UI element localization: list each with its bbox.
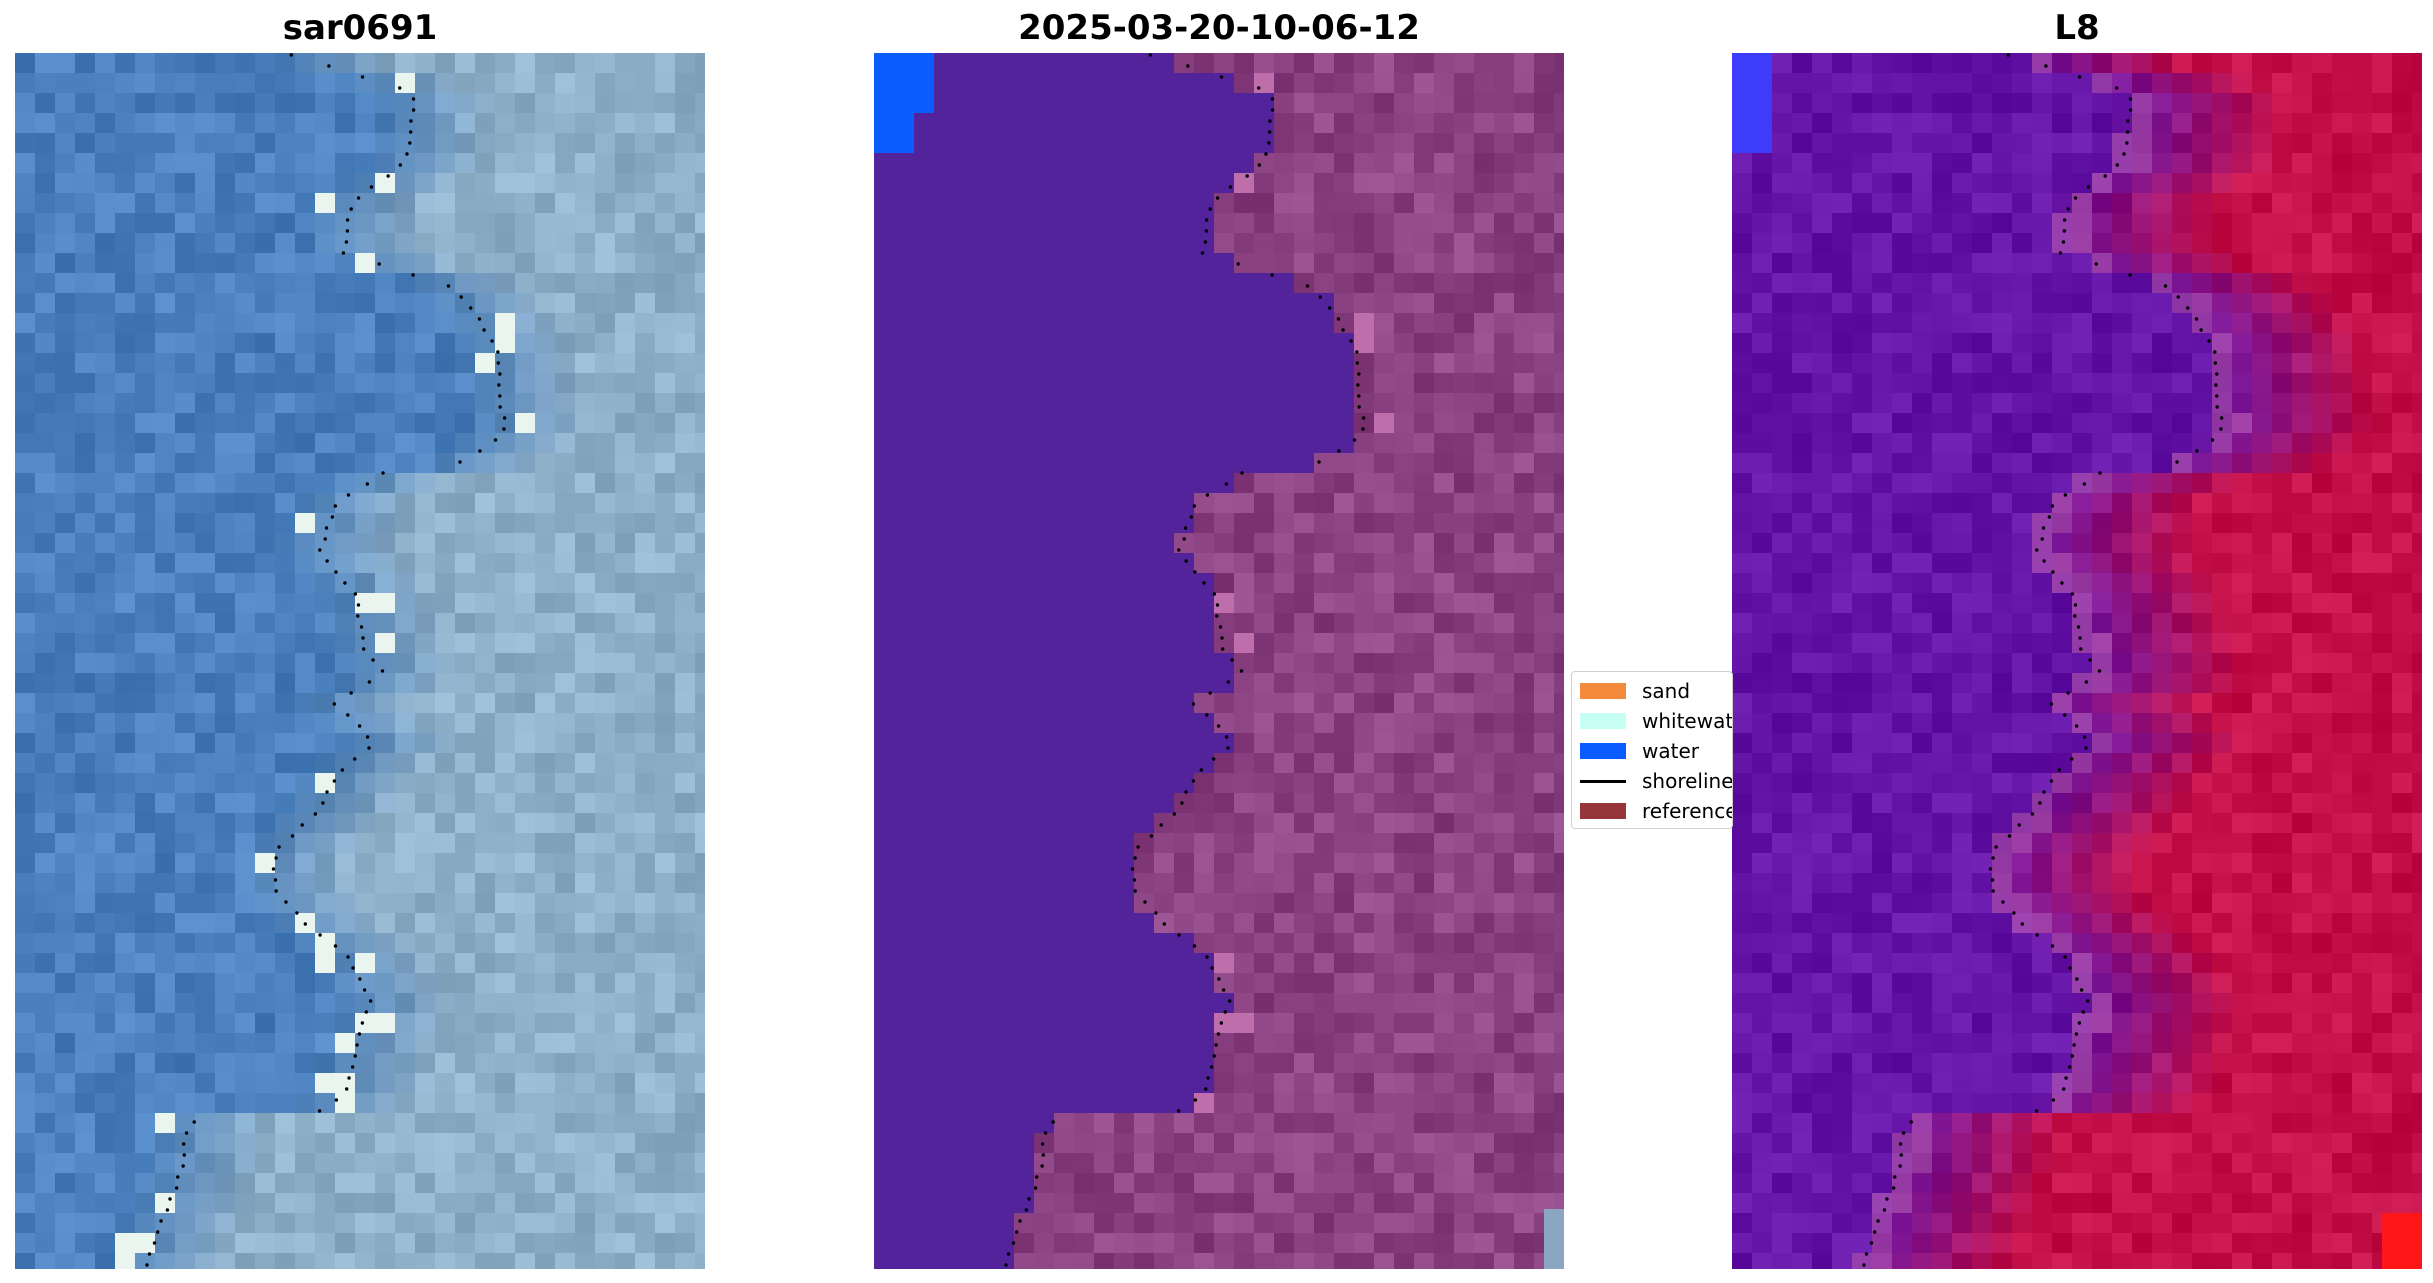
legend-swatch-whitewater	[1580, 713, 1626, 729]
legend-swatch-sand	[1580, 683, 1626, 699]
edge-patch	[1544, 1209, 1564, 1269]
legend-item-whitewater: whitewat	[1580, 708, 1733, 734]
panel-title: L8	[2054, 8, 2100, 48]
legend-label: reference	[1642, 799, 1733, 823]
panel-title: 2025-03-20-10-06-12	[1018, 8, 1420, 48]
panel-rgb: sar0691	[15, 0, 705, 1283]
legend-item-water: water	[1580, 738, 1699, 764]
shoreline-dots	[1004, 53, 1366, 1267]
panel-classified: 2025-03-20-10-06-12	[874, 0, 1564, 1283]
pixel-grid	[15, 53, 705, 1269]
shoreline-dots	[145, 53, 507, 1267]
legend-item-shoreline: shoreline	[1580, 768, 1733, 794]
panel-title: sar0691	[282, 8, 438, 48]
classified-image	[874, 53, 1564, 1269]
legend-item-sand: sand	[1580, 678, 1690, 704]
legend-label: shoreline	[1642, 769, 1733, 793]
pixel-grid	[1732, 53, 2422, 1269]
legend-swatch-reference	[1580, 803, 1626, 819]
legend-swatch-water	[1580, 743, 1626, 759]
legend-line-shoreline	[1580, 779, 1626, 783]
panel-index: L8	[1732, 0, 2422, 1283]
legend-item-reference: reference	[1580, 798, 1733, 824]
satellite-image-rgb	[15, 53, 705, 1269]
shoreline-dots	[1862, 53, 2224, 1267]
legend-label: whitewat	[1642, 709, 1733, 733]
edge-patch	[2382, 1213, 2422, 1269]
index-image	[1732, 53, 2422, 1269]
pixel-grid	[874, 53, 1564, 1269]
legend: sand whitewat water shoreline reference	[1571, 671, 1733, 829]
legend-label: water	[1642, 739, 1699, 763]
legend-label: sand	[1642, 679, 1691, 703]
